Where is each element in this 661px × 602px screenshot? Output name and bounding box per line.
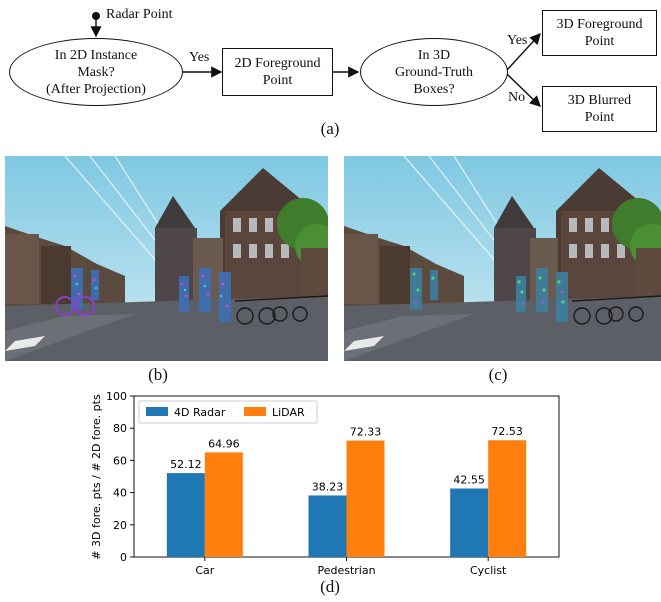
decision-3d-boxes-line2: Ground-Truth	[394, 64, 474, 80]
output-3d-blurred-line2: Point	[584, 110, 615, 125]
bar-value-label: 52.12	[170, 458, 202, 471]
process-2d-foreground-line2: Point	[262, 73, 293, 88]
bar-series	[166, 440, 527, 557]
output-3d-blurred: 3D Blurred Point	[542, 86, 657, 132]
bar-value-labels: 52.12 64.96 38.23 72.33 42.55 72.53	[170, 425, 523, 493]
y-axis-label: # 3D fore. pts / # 2D fore. pts	[90, 394, 103, 560]
start-dot	[92, 12, 100, 20]
decision-2d-mask-line3: (After Projection)	[46, 81, 146, 97]
y-tick-label: 40	[113, 487, 127, 500]
bar-4d-radar-cyclist	[450, 488, 489, 557]
decision-3d-boxes-line3: Boxes?	[413, 81, 455, 97]
legend-box	[138, 400, 318, 424]
bar-value-label: 64.96	[208, 437, 240, 450]
bar-value-label: 72.53	[491, 425, 523, 438]
y-axis: 0 20 40 60 80 100	[106, 390, 134, 564]
bar-4d-radar-pedestrian	[308, 495, 347, 557]
output-3d-foreground-line2: Point	[584, 34, 615, 49]
x-tick-label-car: Car	[195, 564, 214, 577]
decision-3d-boxes: In 3D Ground-Truth Boxes?	[360, 38, 508, 106]
y-tick-label: 80	[113, 422, 127, 435]
caption-c: (c)	[488, 365, 508, 384]
photo-b-radar-projection	[5, 156, 328, 361]
y-tick-label: 0	[120, 551, 127, 564]
y-tick-label: 100	[106, 390, 127, 403]
decision-2d-mask-line2: Mask?	[77, 64, 115, 80]
radar-point-label: Radar Point	[106, 7, 173, 22]
caption-d: (d)	[320, 577, 340, 596]
bar-chart: 0 20 40 60 80 100 52.12 64.96 38.23 72.33 42.55 72…	[90, 390, 560, 577]
caption-a: (a)	[320, 119, 340, 138]
output-3d-blurred-line1: 3D Blurred	[567, 93, 632, 108]
y-tick-label: 60	[113, 454, 127, 467]
bar-lidar-car	[204, 452, 243, 557]
bar-lidar-pedestrian	[346, 440, 385, 557]
x-axis: Car Pedestrian Cyclist	[195, 557, 507, 577]
x-tick-label-pedestrian: Pedestrian	[317, 564, 375, 577]
arrow-yes-branch	[506, 32, 541, 71]
decision-2d-mask: In 2D Instance Mask? (After Projection)	[9, 38, 183, 106]
bar-4d-radar-car	[166, 473, 205, 557]
flowchart-arrows	[90, 12, 542, 107]
x-tick-label-cyclist: Cyclist	[470, 564, 507, 577]
bar-value-label: 38.23	[312, 480, 344, 493]
legend-label-4d-radar: 4D Radar	[174, 406, 226, 419]
decision-3d-boxes-line1: In 3D	[417, 47, 451, 63]
arrow-no-branch	[506, 73, 542, 107]
bar-value-label: 42.55	[453, 473, 485, 486]
legend-label-lidar: LiDAR	[272, 406, 305, 419]
decision-2d-mask-line1: In 2D Instance	[54, 47, 138, 63]
legend-swatch-4d-radar	[146, 407, 168, 416]
output-3d-foreground: 3D Foreground Point	[542, 10, 657, 56]
process-2d-foreground: 2D Foreground Point	[222, 48, 333, 96]
yes-label-1: Yes	[189, 50, 210, 65]
caption-b: (b)	[148, 365, 168, 384]
y-tick-label: 20	[113, 519, 127, 532]
output-3d-foreground-line1: 3D Foreground	[556, 17, 643, 32]
bar-lidar-cyclist	[488, 440, 527, 557]
bar-value-label: 72.33	[350, 426, 382, 439]
photo-c-blurred-points	[344, 156, 661, 361]
legend-swatch-lidar	[244, 407, 266, 416]
no-label: No	[508, 90, 526, 105]
yes-label-2: Yes	[507, 33, 528, 48]
process-2d-foreground-line1: 2D Foreground	[234, 56, 321, 71]
legend: 4D Radar LiDAR	[138, 400, 318, 424]
